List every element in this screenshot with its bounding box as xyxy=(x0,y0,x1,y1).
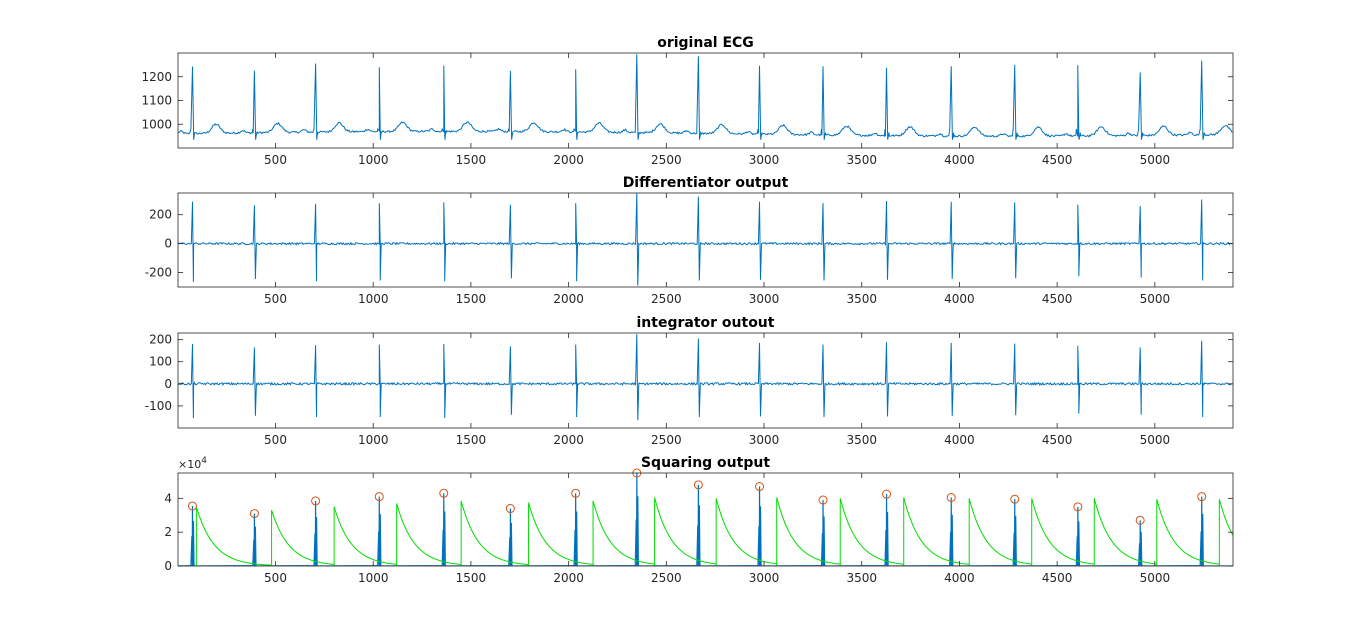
y-tick-label: 0 xyxy=(164,237,172,251)
peak-marker xyxy=(1135,515,1145,525)
x-tick-label: 4500 xyxy=(1042,433,1073,447)
x-tick-label: 2500 xyxy=(651,292,682,306)
subplot-original-ecg: original ECG 500 1000 1500 2000 2500 3000 3500… xyxy=(141,35,1234,167)
series-line xyxy=(178,334,1233,421)
x-tick-label: 3000 xyxy=(749,571,780,585)
x-tick-label: 3500 xyxy=(846,433,877,447)
x-tick-label: 2000 xyxy=(553,433,584,447)
series-line-squared xyxy=(178,473,1233,566)
x-tick-label: 2000 xyxy=(553,571,584,585)
y-tick-label: 1000 xyxy=(141,117,172,131)
x-tick-label: 1500 xyxy=(456,571,487,585)
plot-lines xyxy=(178,193,1233,286)
axes-box xyxy=(177,332,1234,429)
peak-marker xyxy=(818,495,828,505)
y-tick-label: 2 xyxy=(164,525,172,539)
x-tick-label: 1500 xyxy=(456,433,487,447)
y-tick-label: -100 xyxy=(145,399,172,413)
subplot-title: Differentiator output xyxy=(623,175,789,191)
peak-marker xyxy=(693,480,703,490)
series-line xyxy=(178,54,1233,140)
peak-marker xyxy=(439,488,449,498)
y-tick-label: 0 xyxy=(164,559,172,573)
x-tick-label: 4000 xyxy=(944,433,975,447)
x-tick-label: 500 xyxy=(264,292,287,306)
x-tick-label: 1000 xyxy=(358,433,389,447)
axes-box xyxy=(177,472,1234,567)
peak-marker xyxy=(505,504,515,514)
peak-marker xyxy=(882,489,892,499)
peak-marker xyxy=(571,488,581,498)
plot-area xyxy=(178,333,1233,428)
subplot-title: Squaring output xyxy=(641,455,770,471)
x-tick-label: 4000 xyxy=(944,292,975,306)
y-tick-label: -200 xyxy=(145,266,172,280)
plot-area xyxy=(178,193,1233,287)
x-tick-label: 5000 xyxy=(1140,571,1171,585)
x-tick-label: 500 xyxy=(264,153,287,167)
x-tick-label: 3500 xyxy=(846,153,877,167)
x-tick-label: 3500 xyxy=(846,292,877,306)
x-tick-label: 3000 xyxy=(749,153,780,167)
axes-box xyxy=(177,192,1234,288)
x-tick-label: 5000 xyxy=(1140,433,1171,447)
peak-marker xyxy=(311,496,321,506)
x-tick-label: 2500 xyxy=(651,433,682,447)
x-tick-label: 3000 xyxy=(749,433,780,447)
y-tick-label: 100 xyxy=(149,355,172,369)
x-tick-label: 3000 xyxy=(749,292,780,306)
peak-marker xyxy=(187,501,197,511)
x-tick-label: 2000 xyxy=(553,153,584,167)
x-tick-label: 4000 xyxy=(944,571,975,585)
peak-marker xyxy=(249,509,259,519)
subplot-title: integrator outout xyxy=(637,315,775,331)
x-tick-label: 4500 xyxy=(1042,292,1073,306)
x-tick-label: 1000 xyxy=(358,292,389,306)
subplot-squaring-output: Squaring output ×104 500 1000 1500 2000 2500… xyxy=(164,455,1234,585)
plot-lines xyxy=(178,54,1233,140)
x-tick-label: 4500 xyxy=(1042,153,1073,167)
subplot-integrator-output: integrator outout 500 1000 1500 2000 2500 300… xyxy=(145,315,1234,447)
x-tick-label: 4500 xyxy=(1042,571,1073,585)
peak-marker xyxy=(1073,502,1083,512)
x-tick-label: 500 xyxy=(264,433,287,447)
x-tick-label: 2000 xyxy=(553,292,584,306)
y-tick-label: 200 xyxy=(149,333,172,347)
subplot-differentiator-output: Differentiator output 500 1000 1500 2000 250… xyxy=(145,175,1234,306)
x-tick-label: 1000 xyxy=(358,571,389,585)
x-tick-label: 1500 xyxy=(456,292,487,306)
peak-marker xyxy=(755,482,765,492)
plot-area xyxy=(178,53,1233,148)
x-tick-label: 1500 xyxy=(456,153,487,167)
series-line-threshold xyxy=(195,497,1233,566)
x-tick-label: 3500 xyxy=(846,571,877,585)
subplot-title: original ECG xyxy=(657,35,754,51)
x-tick-label: 5000 xyxy=(1140,292,1171,306)
peak-marker xyxy=(374,492,384,502)
series-line xyxy=(178,193,1233,286)
x-tick-label: 2500 xyxy=(651,153,682,167)
x-tick-label: 2500 xyxy=(651,571,682,585)
peak-marker xyxy=(1197,492,1207,502)
y-axis-exponent: ×104 xyxy=(178,456,207,471)
plot-lines xyxy=(178,473,1233,566)
y-tick-label: 1100 xyxy=(141,94,172,108)
x-tick-label: 500 xyxy=(264,571,287,585)
x-tick-label: 1000 xyxy=(358,153,389,167)
y-tick-label: 4 xyxy=(164,491,172,505)
x-tick-label: 4000 xyxy=(944,153,975,167)
peak-marker xyxy=(1010,494,1020,504)
y-tick-label: 1200 xyxy=(141,70,172,84)
plot-area xyxy=(178,473,1233,566)
y-tick-label: 200 xyxy=(149,208,172,222)
plot-lines xyxy=(178,334,1233,421)
peak-marker xyxy=(946,493,956,503)
y-tick-label: 0 xyxy=(164,377,172,391)
x-tick-label: 5000 xyxy=(1140,153,1171,167)
